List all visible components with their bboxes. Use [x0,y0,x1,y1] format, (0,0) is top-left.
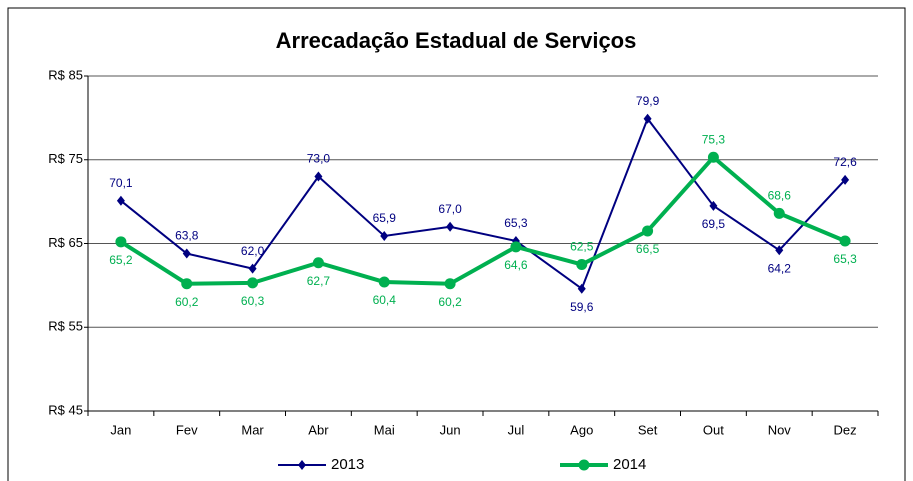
data-label: 66,5 [636,242,660,256]
data-label: 60,4 [373,293,397,307]
x-tick-label: Nov [768,422,792,437]
point [510,241,522,253]
point [380,230,389,241]
x-tick-label: Mar [241,422,264,437]
data-label: 64,2 [768,261,792,275]
data-label: 79,9 [636,94,660,108]
x-tick-label: Jul [508,422,525,437]
y-tick-label: R$ 45 [48,402,83,417]
x-tick-label: Fev [176,422,198,437]
point [773,207,785,219]
x-tick-label: Abr [308,422,329,437]
data-label: 65,2 [109,253,133,267]
point [841,174,850,185]
point [576,258,588,270]
y-tick-label: R$ 65 [48,235,83,250]
point [577,283,586,294]
legend-label: 2014 [613,456,646,473]
data-label: 70,1 [109,176,133,190]
data-label: 59,6 [570,300,594,314]
point [182,248,191,259]
data-label: 63,8 [175,229,199,243]
series-line [119,154,846,286]
point [643,113,652,124]
x-tick-label: Jan [110,422,131,437]
data-label: 69,5 [702,217,726,231]
legend-label: 2013 [331,456,364,473]
point [707,151,719,163]
chart-title: Arrecadação Estadual de Serviços [276,28,637,53]
legend-marker [578,459,590,471]
data-label: 62,5 [570,240,594,254]
data-label: 65,3 [504,216,528,230]
point [115,236,127,248]
point [247,277,259,289]
point [444,278,456,290]
data-label: 75,3 [702,132,726,146]
x-tick-label: Dez [834,422,857,437]
x-tick-label: Mai [374,422,395,437]
data-label: 72,6 [833,155,857,169]
data-label: 64,6 [504,258,528,272]
point [839,235,851,247]
y-tick-label: R$ 75 [48,151,83,166]
data-label: 62,0 [241,244,265,258]
x-tick-label: Set [638,422,658,437]
data-label: 60,2 [438,295,462,309]
x-tick-label: Out [703,422,724,437]
point [709,200,718,211]
y-tick-label: R$ 55 [48,319,83,334]
data-label: 65,9 [373,211,397,225]
point [775,245,784,256]
data-label: 60,3 [241,294,265,308]
legend-marker [298,460,306,470]
chart-frame [7,7,906,481]
point [116,195,125,206]
point [312,257,324,269]
data-label: 73,0 [307,152,331,166]
x-tick-label: Jun [440,422,461,437]
data-label: 68,6 [768,189,792,203]
point [642,225,654,237]
series-line [120,116,846,291]
point [446,221,455,232]
y-tick-label: R$ 85 [48,67,83,82]
point [314,171,323,182]
point [378,276,390,288]
x-tick-label: Ago [570,422,593,437]
data-label: 65,3 [833,252,857,266]
point [248,263,257,274]
data-label: 60,2 [175,295,199,309]
data-label: 67,0 [438,202,462,216]
data-label: 62,7 [307,274,331,288]
point [181,278,193,290]
